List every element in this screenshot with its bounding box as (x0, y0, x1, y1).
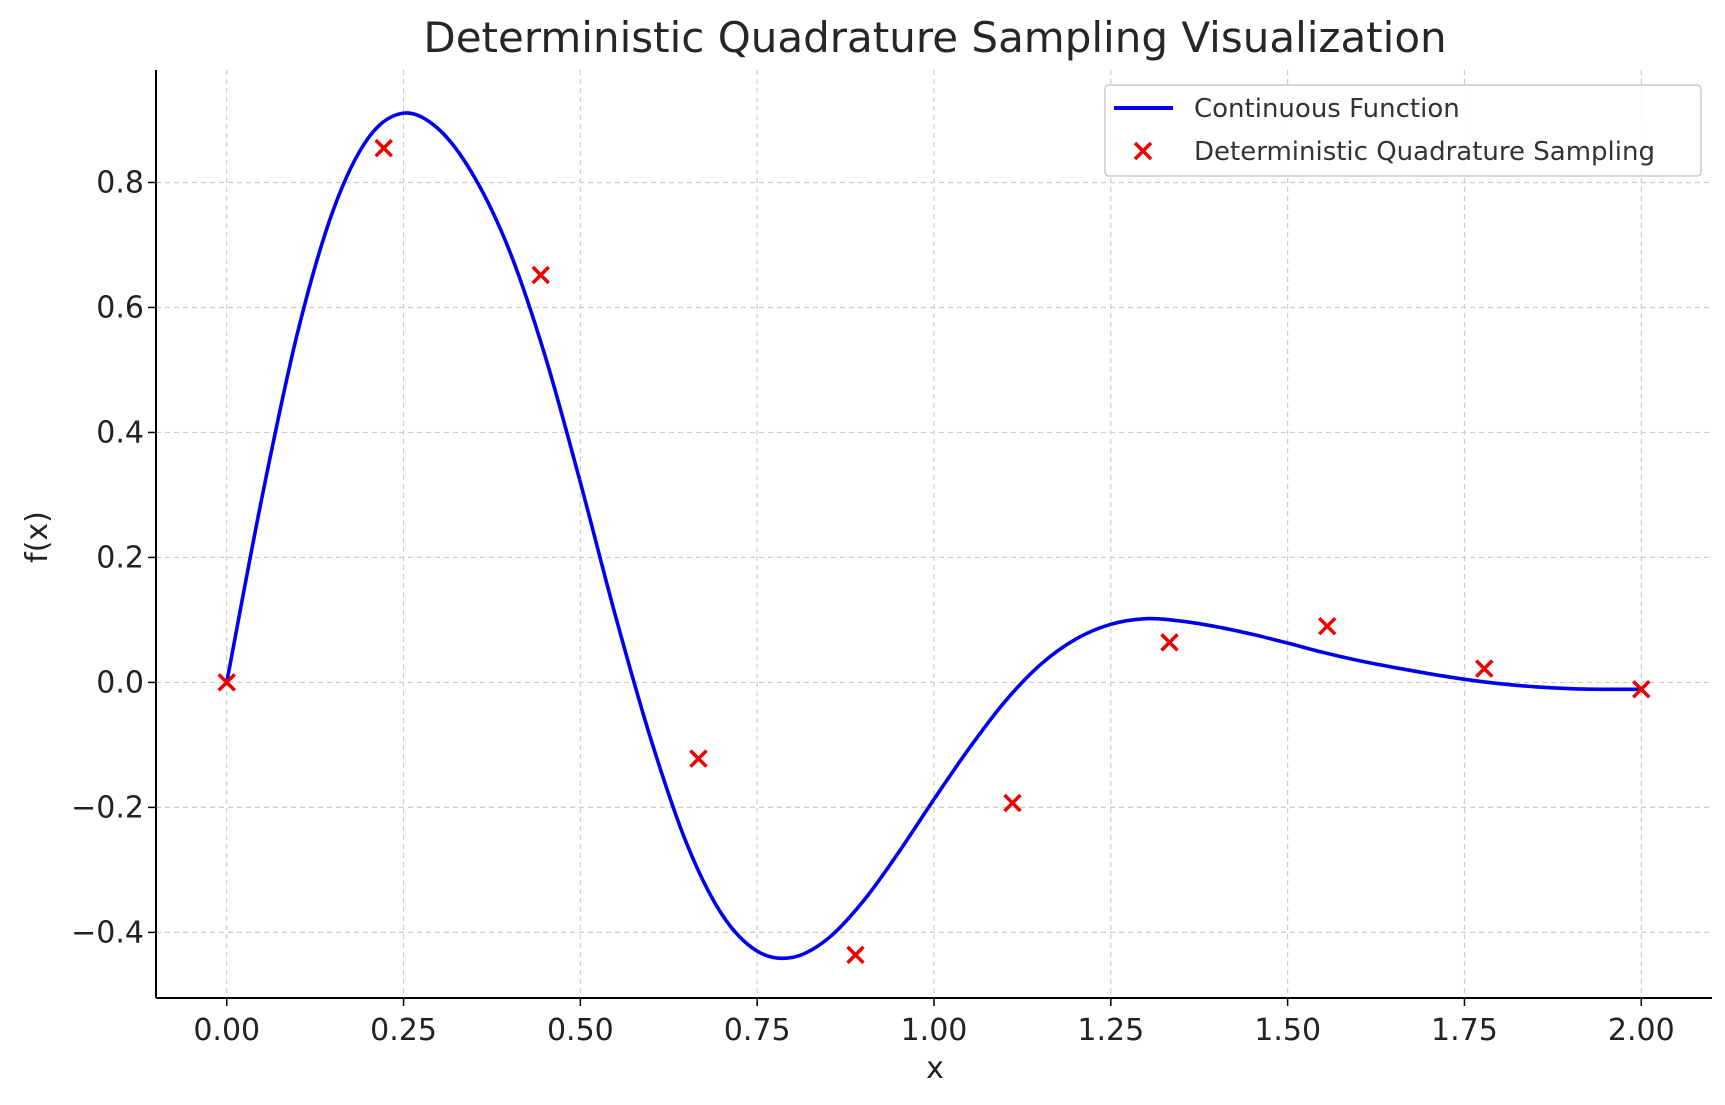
y-tick-label: 0.4 (96, 415, 144, 450)
y-tick-label: 0.0 (96, 665, 144, 700)
quadrature-sample-point (689, 749, 708, 768)
x-tick-label: 0.75 (724, 1013, 791, 1048)
quadrature-sample-point (531, 265, 550, 285)
legend-marker-swatch (1133, 141, 1153, 161)
quadrature-sample-point (374, 138, 393, 158)
quadrature-sample-point (1475, 659, 1494, 678)
x-tick-label: 1.25 (1077, 1013, 1144, 1048)
quadrature-sample-point (1160, 633, 1179, 652)
x-tick-label: 1.75 (1431, 1013, 1498, 1048)
x-tick-label: 0.50 (547, 1013, 614, 1048)
y-tick-label: 0.8 (96, 165, 144, 200)
chart-title: Deterministic Quadrature Sampling Visual… (423, 13, 1446, 62)
legend-box (1104, 84, 1702, 177)
legend-label-scatter: Deterministic Quadrature Sampling (1194, 137, 1655, 167)
x-tick-label: 2.00 (1608, 1013, 1675, 1048)
x-axis-label: x (926, 1051, 944, 1086)
y-axis-label: f(x) (20, 511, 55, 563)
continuous-function-line (224, 111, 1644, 961)
x-tick-label: 0.00 (193, 1013, 260, 1048)
quadrature-sample-point (1632, 680, 1651, 699)
x-tick-label: 1.00 (901, 1013, 968, 1048)
x-tick-label: 1.50 (1254, 1013, 1321, 1048)
quadrature-sample-point (846, 945, 865, 965)
legend: Continuous Function Deterministic Quadra… (1104, 84, 1702, 177)
legend-label-line: Continuous Function (1194, 94, 1460, 124)
quadrature-sample-point (217, 673, 236, 692)
ticks-layer: 0.00 0.25 0.50 0.75 1.00 1.25 1.50 1.75 2.00 −0.4… (71, 165, 1675, 1048)
y-tick-label: −0.2 (71, 790, 144, 825)
series-layer (217, 111, 1651, 965)
y-tick-label: 0.6 (96, 290, 144, 325)
quadrature-sample-point (1003, 793, 1022, 813)
y-tick-label: −0.4 (71, 915, 144, 950)
x-tick-label: 0.25 (370, 1013, 437, 1048)
grid-layer (156, 70, 1712, 998)
quadrature-sample-point (1318, 616, 1337, 636)
y-tick-label: 0.2 (96, 540, 144, 575)
